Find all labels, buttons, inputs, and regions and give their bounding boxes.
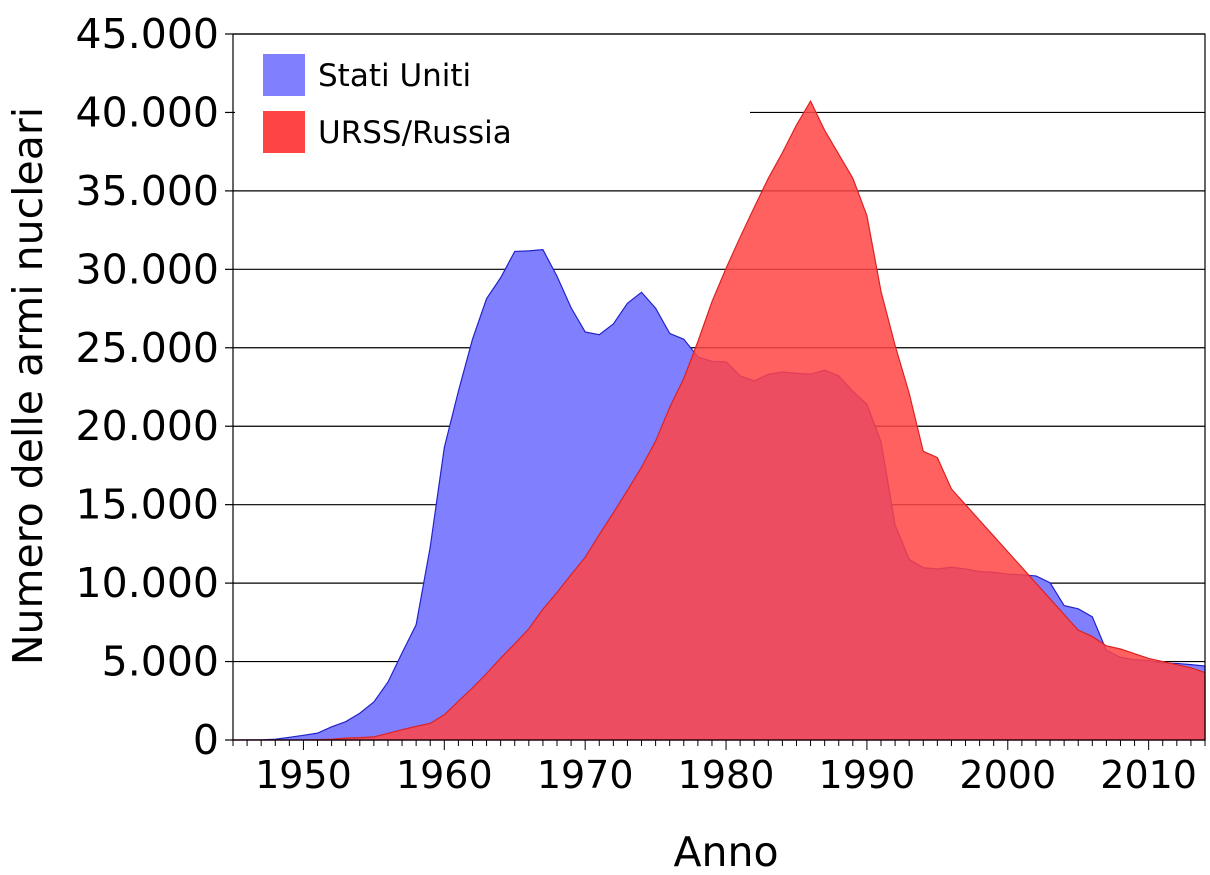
- legend-label-urss-russia: URSS/Russia: [318, 115, 512, 151]
- x-tick-label-0: 1950: [255, 753, 352, 797]
- y-tick-label-9: 45.000: [76, 10, 219, 58]
- y-tick-label-1: 5.000: [102, 638, 219, 686]
- y-tick-label-5: 25.000: [76, 324, 219, 372]
- y-tick-label-8: 40.000: [76, 88, 219, 136]
- y-tick-label-2: 10.000: [76, 559, 219, 607]
- x-tick-label-6: 2010: [1100, 753, 1197, 797]
- y-tick-label-6: 30.000: [76, 245, 219, 293]
- legend-label-stati-uniti: Stati Uniti: [318, 58, 471, 94]
- area-urss-russia: [233, 99, 1206, 741]
- x-tick-label-4: 1990: [819, 753, 916, 797]
- legend-swatch-urss-russia: [263, 111, 305, 153]
- x-tick-label-2: 1970: [537, 753, 634, 797]
- x-tick-label-5: 2000: [959, 753, 1056, 797]
- legend-swatch-stati-uniti: [263, 54, 305, 96]
- y-tick-label-3: 15.000: [76, 481, 219, 529]
- y-tick-label-4: 20.000: [76, 402, 219, 450]
- series-areas: [232, 99, 1206, 741]
- y-tick-label-0: 0: [193, 716, 219, 764]
- x-tick-label-3: 1980: [678, 753, 775, 797]
- y-axis: 0 5.000 10.000 15.000 20.000 25.000 30.000 35.0…: [76, 10, 233, 764]
- plot-frame: [232, 33, 1206, 741]
- legend-background: [235, 36, 750, 160]
- x-axis-title: Anno: [673, 828, 778, 875]
- y-tick-label-7: 35.000: [76, 167, 219, 215]
- x-axis: 1950 1960 1970 1980 1990 2000 2010: [232, 740, 1206, 797]
- x-tick-label-1: 1960: [396, 753, 493, 797]
- y-axis-title: Numero delle armi nucleari: [4, 107, 52, 665]
- legend: Stati Uniti URSS/Russia: [235, 36, 750, 160]
